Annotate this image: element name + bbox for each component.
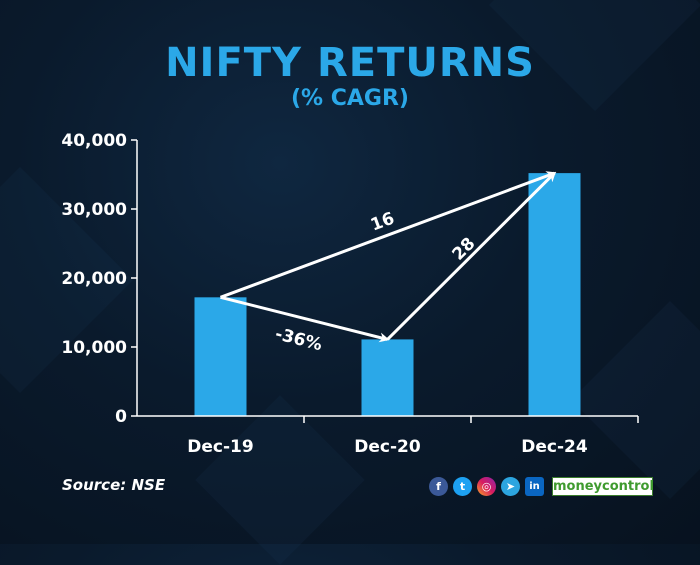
twitter-icon[interactable]: t — [453, 477, 472, 496]
annotation-label: 28 — [449, 234, 480, 265]
telegram-icon[interactable]: ➤ — [501, 477, 520, 496]
y-tick-label: 10,000 — [61, 338, 127, 358]
y-tick-label: 0 — [115, 407, 127, 427]
bar-dec-24 — [528, 173, 581, 416]
facebook-icon[interactable]: f — [429, 477, 448, 496]
bar-dec-20 — [361, 339, 414, 416]
annotation-arrow — [219, 171, 557, 299]
source-note: Source: NSE — [62, 476, 166, 494]
bar-dec-19 — [194, 297, 247, 416]
brand-logo: moneycontrol — [552, 477, 654, 496]
chart-title: NIFTY RETURNS — [165, 40, 535, 86]
annotation-arrow — [386, 171, 556, 341]
social-icons: f t ◎ ➤ in — [429, 477, 544, 496]
annotation-label: 16 — [368, 209, 397, 236]
x-tick-label: Dec-20 — [354, 437, 421, 457]
y-tick-label: 20,000 — [61, 269, 127, 289]
x-tick-label: Dec-19 — [187, 437, 253, 457]
y-tick-label: 30,000 — [61, 200, 127, 220]
x-tick-label: Dec-24 — [521, 437, 588, 457]
instagram-icon[interactable]: ◎ — [477, 477, 496, 496]
linkedin-icon[interactable]: in — [525, 477, 544, 496]
bar-chart: 40,000 30,000 20,000 10,000 0 Dec-19 Dec-20 De… — [61, 131, 588, 457]
chart-subtitle: (% CAGR) — [291, 86, 409, 111]
annotation-label: -36% — [273, 324, 324, 355]
annotation-arrow — [220, 295, 390, 343]
y-tick-label: 40,000 — [61, 131, 127, 151]
